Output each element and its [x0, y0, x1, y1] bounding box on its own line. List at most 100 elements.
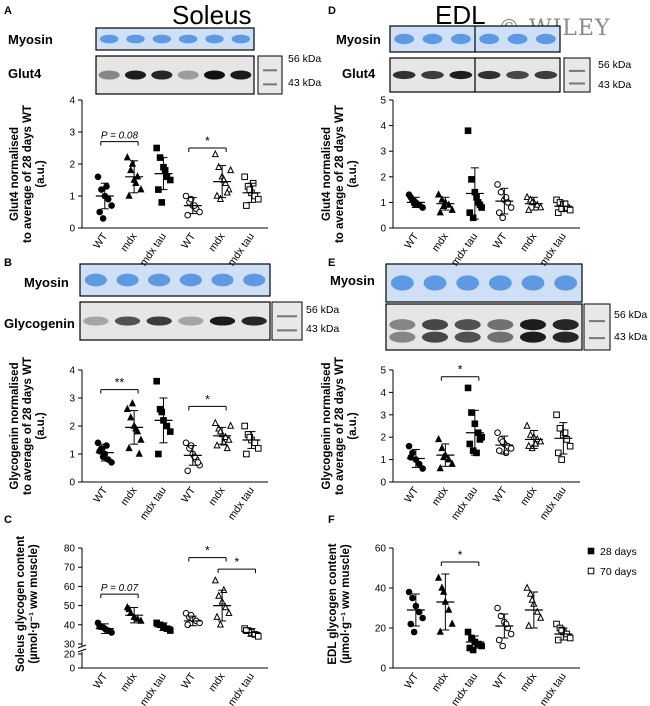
data-point [98, 186, 105, 193]
blot-band [487, 319, 514, 331]
data-point [523, 192, 531, 201]
data-point [445, 455, 453, 463]
data-point [94, 173, 102, 181]
y-axis-label: (a.u.) [347, 160, 359, 188]
blot-strip [95, 55, 255, 95]
data-point [434, 434, 443, 443]
y-axis-label: Glycogenin normalised [321, 362, 333, 489]
y-tick-label: 5 [380, 366, 386, 377]
data-point [125, 191, 133, 199]
blot-band [124, 70, 147, 80]
blot-band [554, 275, 578, 291]
blot-band [390, 275, 414, 291]
y-tick-label: 4 [69, 96, 75, 107]
edl-d-myosin-blot [389, 25, 561, 53]
data-point [166, 428, 174, 435]
data-point [526, 589, 535, 597]
glycogenin-label: Glycogenin [4, 316, 75, 331]
blot-band [477, 70, 501, 80]
data-point [251, 439, 259, 447]
edl-header: EDL [435, 0, 486, 30]
data-point [495, 447, 503, 454]
data-point [241, 422, 248, 430]
significance-label: * [234, 555, 239, 569]
blot-band [178, 34, 198, 44]
data-point [436, 627, 444, 635]
y-tick-label: 2 [69, 422, 75, 433]
plot-a: 0 1 2 3 4 Glut4 normalised to average of 28 da… [9, 96, 268, 268]
blot-band [534, 70, 558, 80]
blot-band [179, 273, 202, 287]
blot-band [421, 70, 444, 80]
blot-band [456, 275, 480, 291]
axis-break [77, 648, 87, 653]
data-point [448, 619, 456, 627]
data-point [254, 445, 262, 452]
data-point [166, 176, 174, 184]
data-point [553, 411, 560, 419]
y-axis-label: Glut4 normalised [321, 127, 333, 221]
data-point [213, 441, 221, 449]
data-point [153, 377, 160, 385]
kda-56-label: 56 kDa [288, 53, 321, 65]
y-tick-label: 0 [380, 664, 386, 675]
blot-band [152, 34, 172, 44]
blot-band [148, 273, 171, 287]
data-point [523, 583, 531, 591]
panel-letter-a: A [4, 5, 12, 17]
x-tick-label: WT [91, 484, 111, 505]
kda-43-label: 43 kDa [614, 331, 647, 343]
data-point [155, 450, 162, 458]
x-tick-label: WT [91, 670, 111, 691]
soleus-b-myosin-blot [79, 263, 271, 297]
y-tick-label: 2 [69, 160, 75, 171]
ladder-band [569, 69, 585, 72]
y-tick-label: 0 [69, 224, 75, 235]
data-point [182, 192, 190, 200]
blot-band [178, 316, 204, 326]
blot-band [211, 273, 234, 287]
y-tick-label: 0 [69, 478, 75, 489]
data-point [419, 465, 426, 472]
ladder-band [277, 329, 297, 332]
ladder-band [263, 69, 277, 72]
blot-band [535, 33, 556, 45]
data-point [525, 621, 533, 629]
data-point [537, 437, 545, 445]
blot-band [487, 331, 514, 343]
y-tick-label: 4 [380, 121, 386, 132]
data-point [166, 627, 174, 634]
x-tick-label: mdx [430, 670, 452, 694]
blot-strip [385, 303, 583, 351]
blot-band [519, 331, 547, 343]
x-tick-label: mdx tau [226, 671, 257, 706]
y-axis-label: (a.u.) [347, 412, 359, 440]
blot-band [116, 273, 139, 287]
kda-43-label: 43 kDa [598, 79, 631, 91]
data-point [419, 204, 426, 211]
y-tick-label: 40 [64, 620, 76, 631]
blot-band [205, 34, 224, 44]
ladder-band [263, 83, 277, 86]
data-point [495, 209, 503, 216]
blot-band [151, 70, 173, 80]
y-axis-label: to average of 28 days WT [334, 105, 346, 243]
data-point [445, 200, 453, 208]
data-point [128, 399, 137, 407]
data-point [243, 627, 250, 634]
panel-letter-d: D [328, 5, 336, 17]
data-point [553, 620, 560, 628]
data-point [507, 630, 515, 638]
y-tick-label: 4 [380, 388, 386, 399]
x-tick-label: mdx [518, 484, 540, 508]
blot-band [177, 70, 199, 80]
axis-break [77, 644, 87, 649]
y-tick-label: 0 [380, 478, 386, 489]
data-point [469, 646, 477, 654]
data-point [523, 421, 531, 429]
ladder-band [569, 82, 585, 85]
data-point [221, 602, 230, 611]
panel-letter-e: E [328, 257, 335, 269]
